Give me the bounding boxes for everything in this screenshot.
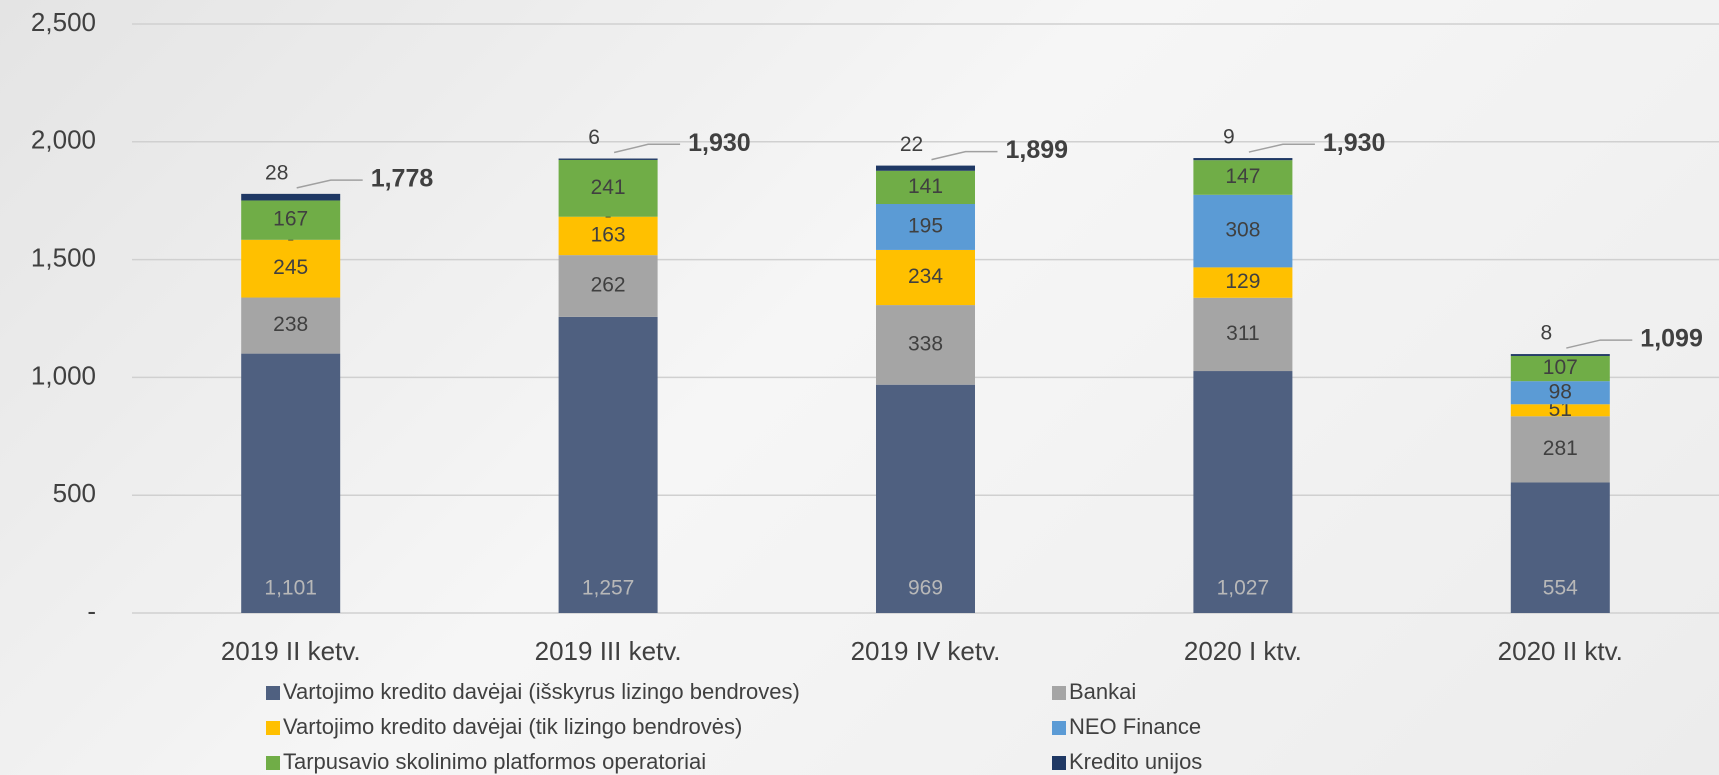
page: - 500 1,000 1,500 2,000 2,500 2019 II ketv. 1,1… [0,0,1719,775]
data-label: 1,101 [264,577,317,600]
legend-label: Vartojimo kredito davėjai (tik lizingo b… [283,714,742,739]
data-label: 22 [900,133,923,156]
legend-label: Bankai [1069,679,1136,704]
leader-line [932,152,998,160]
data-label: 554 [1543,577,1578,600]
bar-segment [559,159,658,160]
data-label: 107 [1543,356,1578,379]
legend-swatch [1052,756,1066,770]
legend-swatch [266,686,280,700]
data-label: 338 [908,332,943,355]
data-label: 129 [1225,270,1260,293]
chart: - 500 1,000 1,500 2,000 2,500 2019 II ketv. 1,1… [0,0,1719,775]
data-label: 9 [1223,126,1235,149]
x-tick-label: 2020 II ktv. [1498,636,1623,666]
x-tick-label: 2020 I ktv. [1184,636,1302,666]
y-tick-label: 2,500 [31,7,96,37]
legend-swatch [1052,686,1066,700]
data-label: 308 [1225,219,1260,242]
x-tick-label: 2019 IV ketv. [851,636,1001,666]
bar-segment [241,354,340,613]
legend-swatch [266,756,280,770]
data-label: 311 [1226,322,1259,345]
total-label: 1,099 [1640,325,1703,353]
bar-segment [1193,158,1292,160]
legend-swatch [266,721,280,735]
total-label: 1,930 [1323,129,1386,157]
data-label: 98 [1549,380,1572,403]
legend-label: NEO Finance [1069,714,1201,739]
data-label: 969 [908,577,943,600]
y-tick-label: - [87,596,96,626]
y-tick-label: 2,000 [31,125,96,155]
data-label: 1,257 [582,577,635,600]
data-label: 245 [273,256,308,279]
data-label: 262 [591,274,626,297]
legend-label: Kredito unijos [1069,749,1202,774]
total-label: 1,899 [1006,136,1069,164]
bar-segment [1511,354,1610,356]
data-label: 195 [908,215,943,238]
data-label: 1,027 [1217,577,1270,600]
y-tick-label: 500 [53,478,96,508]
leader-line [1566,340,1632,348]
data-label: 141 [908,175,943,198]
data-label: 281 [1543,437,1578,460]
data-label: 167 [273,208,308,231]
x-tick-label: 2019 III ketv. [535,636,682,666]
data-label: 147 [1225,165,1260,188]
legend-swatch [1052,721,1066,735]
bar-segment [241,194,340,201]
y-tick-label: 1,000 [31,360,96,390]
data-label: 234 [908,265,943,288]
data-label: 238 [273,313,308,336]
data-label: 6 [588,126,600,149]
legend-label: Vartojimo kredito davėjai (išskyrus lizi… [283,679,800,704]
legend-label: Tarpusavio skolinimo platformos operator… [283,749,706,774]
total-label: 1,930 [688,129,751,157]
leader-line [614,144,680,152]
data-label: 241 [591,176,626,199]
leader-line [1249,144,1315,152]
leader-line [297,180,363,188]
data-label: 8 [1540,322,1552,345]
total-label: 1,778 [371,165,434,193]
bar-segment [559,317,658,613]
x-tick-label: 2019 II ketv. [221,636,361,666]
bar-segment [876,166,975,171]
y-tick-label: 1,500 [31,242,96,272]
data-label: 28 [265,161,288,184]
